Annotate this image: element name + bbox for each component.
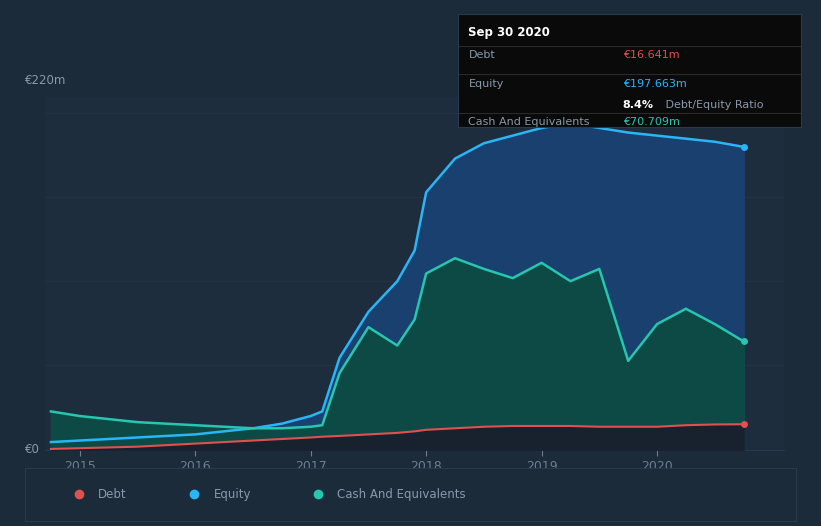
Text: Debt/Equity Ratio: Debt/Equity Ratio: [663, 100, 764, 110]
Text: €197.663m: €197.663m: [623, 79, 686, 89]
Text: Cash And Equivalents: Cash And Equivalents: [337, 488, 466, 501]
Text: Debt: Debt: [98, 488, 126, 501]
Text: Sep 30 2020: Sep 30 2020: [469, 25, 550, 38]
Text: Cash And Equivalents: Cash And Equivalents: [469, 117, 590, 127]
Text: €16.641m: €16.641m: [623, 50, 680, 60]
Text: Equity: Equity: [213, 488, 251, 501]
Text: €0: €0: [25, 443, 39, 456]
Text: 8.4%: 8.4%: [623, 100, 654, 110]
Text: Equity: Equity: [469, 79, 504, 89]
Text: €220m: €220m: [25, 74, 66, 87]
Text: €70.709m: €70.709m: [623, 117, 680, 127]
Text: Debt: Debt: [469, 50, 495, 60]
